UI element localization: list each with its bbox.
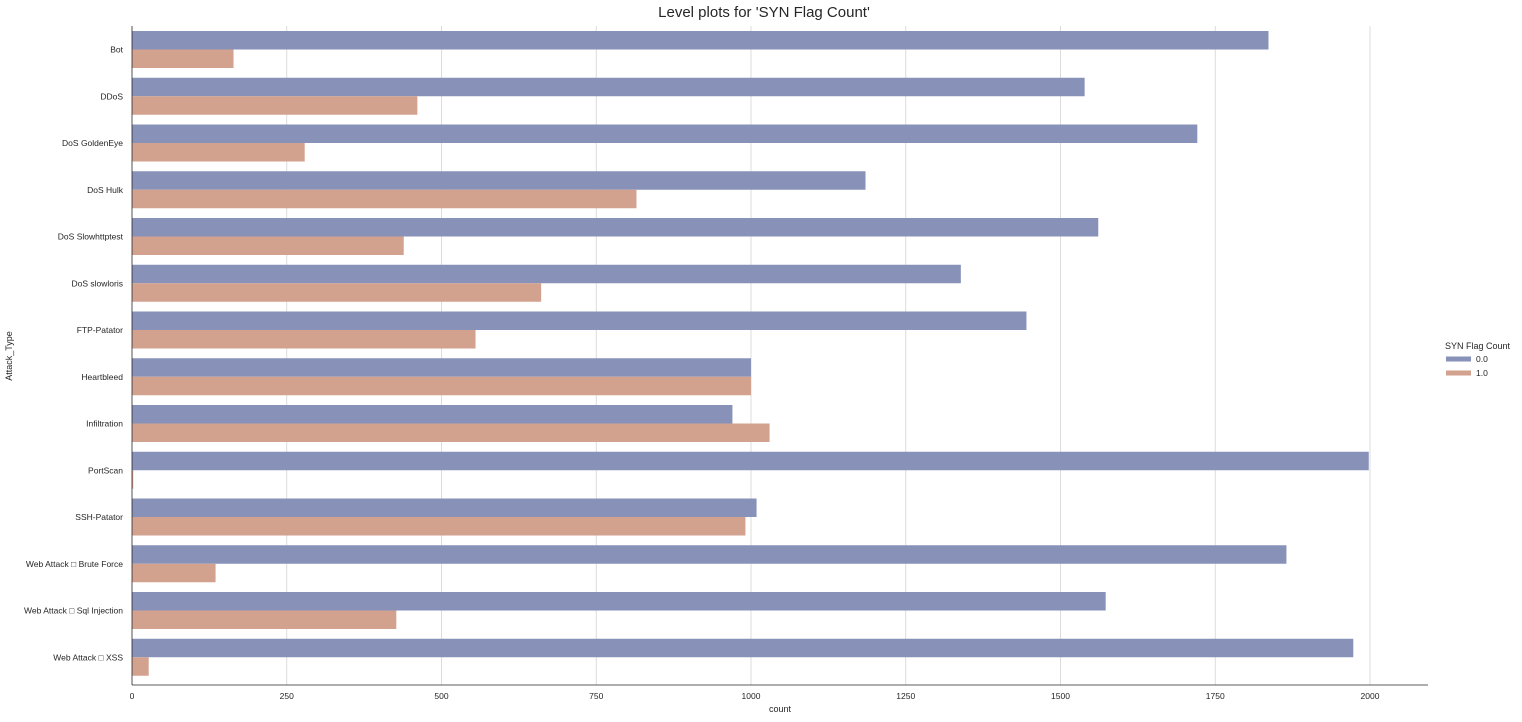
- bar: [132, 470, 134, 489]
- bar: [132, 77, 1085, 97]
- bar: [132, 218, 1099, 237]
- bar: [132, 376, 751, 396]
- y-tick-label: SSH-Patator: [75, 512, 123, 522]
- y-tick-labels: Bot DDoS DoS GoldenEye DoS Hulk DoS Slowhttp…: [24, 45, 124, 663]
- y-tick-label: FTP-Patator: [77, 325, 123, 335]
- y-tick-label: Heartbleed: [81, 372, 123, 382]
- y-tick-label: Infiltration: [86, 419, 123, 429]
- bar: [132, 657, 149, 676]
- bar: [132, 31, 1269, 50]
- y-tick-label: DoS slowloris: [72, 278, 124, 288]
- y-tick-label: PortScan: [88, 465, 123, 475]
- bar: [132, 330, 476, 349]
- y-tick-label: DoS GoldenEye: [62, 138, 123, 148]
- y-tick-label: DoS Hulk: [87, 185, 124, 195]
- bar: [132, 423, 770, 442]
- x-tick-label: 1750: [1206, 691, 1225, 701]
- y-tick-label: Web Attack □ XSS: [53, 652, 123, 662]
- chart-title: Level plots for 'SYN Flag Count': [658, 4, 870, 21]
- bar: [132, 405, 733, 424]
- y-tick-label: DDoS: [100, 91, 123, 101]
- bar: [132, 498, 757, 517]
- x-tick-label: 750: [589, 691, 603, 701]
- bar: [132, 610, 397, 629]
- x-tick-label: 500: [434, 691, 448, 701]
- y-axis-label: Attack_Type: [4, 331, 14, 381]
- legend-swatch: [1446, 370, 1471, 376]
- x-tick-labels: 0 250 500 750 1000 1250 1500 1750 2000: [130, 691, 1380, 701]
- bars: [132, 31, 1369, 676]
- y-tick-label: Web Attack □ Sql Injection: [24, 606, 123, 616]
- bar: [132, 171, 866, 190]
- x-tick-label: 1500: [1051, 691, 1070, 701]
- x-axis-label: count: [769, 704, 792, 714]
- x-tick-label: 250: [280, 691, 294, 701]
- legend-swatch: [1446, 356, 1471, 362]
- legend: SYN Flag Count 0.0 1.0: [1445, 341, 1511, 378]
- bar: [132, 124, 1198, 143]
- bar: [132, 283, 542, 302]
- x-tick-label: 1250: [896, 691, 915, 701]
- x-tick-label: 2000: [1361, 691, 1380, 701]
- bar: [132, 49, 234, 68]
- x-tick-label: 0: [130, 691, 135, 701]
- bar: [132, 517, 746, 536]
- bar: [132, 143, 305, 162]
- x-tick-label: 1000: [742, 691, 761, 701]
- bar: [132, 545, 1287, 564]
- bar: [132, 96, 418, 115]
- bar: [132, 311, 1027, 330]
- bar: [132, 451, 1369, 471]
- legend-label: 1.0: [1476, 368, 1488, 378]
- legend-title: SYN Flag Count: [1445, 341, 1511, 351]
- bar: [132, 638, 1354, 658]
- bar: [132, 563, 216, 583]
- bar: [132, 264, 961, 284]
- y-tick-label: Bot: [110, 45, 123, 55]
- y-tick-label: DoS Slowhttptest: [58, 232, 124, 242]
- bar: [132, 592, 1106, 611]
- legend-label: 0.0: [1476, 354, 1488, 364]
- bar: [132, 358, 751, 377]
- axes: [131, 26, 1428, 686]
- bar: [132, 236, 404, 255]
- y-tick-label: Web Attack □ Brute Force: [26, 559, 123, 569]
- bar: [132, 189, 637, 209]
